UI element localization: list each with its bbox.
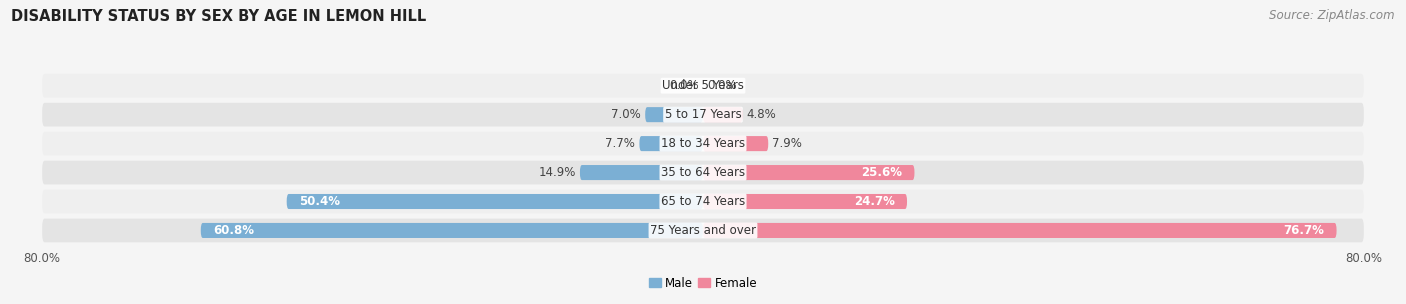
FancyBboxPatch shape [640, 136, 703, 151]
FancyBboxPatch shape [703, 223, 1337, 238]
Text: 14.9%: 14.9% [538, 166, 576, 179]
FancyBboxPatch shape [42, 219, 1364, 242]
Text: 18 to 34 Years: 18 to 34 Years [661, 137, 745, 150]
Text: 0.0%: 0.0% [669, 79, 699, 92]
FancyBboxPatch shape [703, 194, 907, 209]
Text: 7.9%: 7.9% [772, 137, 803, 150]
FancyBboxPatch shape [42, 74, 1364, 98]
Text: 65 to 74 Years: 65 to 74 Years [661, 195, 745, 208]
FancyBboxPatch shape [579, 165, 703, 180]
Text: 35 to 64 Years: 35 to 64 Years [661, 166, 745, 179]
FancyBboxPatch shape [703, 136, 768, 151]
Text: 0.0%: 0.0% [707, 79, 737, 92]
Text: 7.0%: 7.0% [612, 108, 641, 121]
Text: 24.7%: 24.7% [853, 195, 894, 208]
Text: 75 Years and over: 75 Years and over [650, 224, 756, 237]
Text: Under 5 Years: Under 5 Years [662, 79, 744, 92]
FancyBboxPatch shape [703, 165, 914, 180]
Text: 60.8%: 60.8% [214, 224, 254, 237]
Text: 25.6%: 25.6% [860, 166, 903, 179]
FancyBboxPatch shape [201, 223, 703, 238]
FancyBboxPatch shape [703, 107, 742, 122]
FancyBboxPatch shape [645, 107, 703, 122]
Text: 50.4%: 50.4% [299, 195, 340, 208]
Text: DISABILITY STATUS BY SEX BY AGE IN LEMON HILL: DISABILITY STATUS BY SEX BY AGE IN LEMON… [11, 9, 426, 24]
Text: 7.7%: 7.7% [606, 137, 636, 150]
FancyBboxPatch shape [42, 161, 1364, 185]
Text: 5 to 17 Years: 5 to 17 Years [665, 108, 741, 121]
Text: Source: ZipAtlas.com: Source: ZipAtlas.com [1270, 9, 1395, 22]
FancyBboxPatch shape [42, 190, 1364, 213]
FancyBboxPatch shape [42, 132, 1364, 155]
Legend: Male, Female: Male, Female [644, 272, 762, 295]
FancyBboxPatch shape [287, 194, 703, 209]
Text: 76.7%: 76.7% [1284, 224, 1324, 237]
FancyBboxPatch shape [42, 103, 1364, 126]
Text: 4.8%: 4.8% [747, 108, 776, 121]
